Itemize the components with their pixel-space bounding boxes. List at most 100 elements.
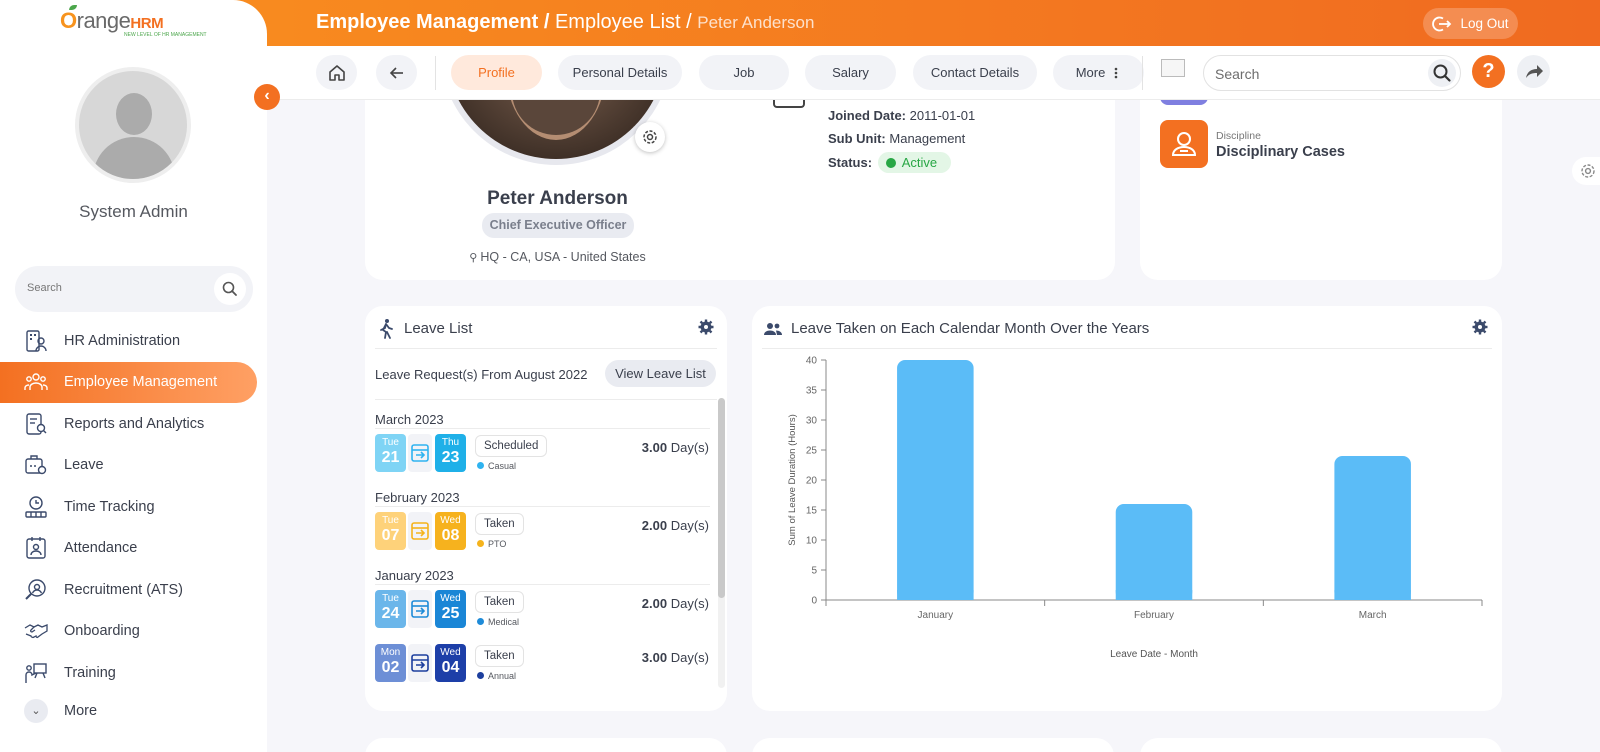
leave-type-label: Medical: [488, 617, 520, 627]
leave-duration-value: 2.00: [641, 596, 668, 611]
sidebar-item-time-tracking[interactable]: Time Tracking: [0, 486, 267, 528]
logo-leaf-icon: [69, 5, 77, 10]
sidebar-search[interactable]: Search: [15, 266, 253, 312]
onboarding-icon: [24, 624, 48, 639]
to-date: 23: [441, 449, 460, 466]
sidebar-item-recruitment[interactable]: Recruitment (ATS): [0, 569, 267, 611]
leave-chart-card: Leave Taken on Each Calendar Month Over …: [752, 306, 1502, 711]
question-icon: ?: [1482, 60, 1495, 82]
sidebar-item-reports-and-analytics[interactable]: Reports and Analytics: [0, 403, 267, 445]
view-leave-list-button[interactable]: View Leave List: [605, 360, 716, 387]
share-icon: [1526, 65, 1543, 78]
discipline-link[interactable]: Disciplinary Cases: [1216, 144, 1345, 160]
leave-request-range: Leave Request(s) From August 2022: [375, 367, 588, 382]
chart-settings-icon[interactable]: [1472, 319, 1488, 335]
sidebar-search-button[interactable]: [214, 273, 246, 305]
date-range-icon: [408, 590, 432, 628]
leave-list-settings-icon[interactable]: [698, 319, 714, 335]
leave-duration-unit: Day(s): [670, 650, 709, 665]
location-text: HQ - CA, USA - United States: [480, 250, 646, 264]
to-day: Wed: [440, 593, 461, 604]
sidebar-item-employee-management[interactable]: Employee Management: [0, 361, 257, 403]
sidebar-collapse-button[interactable]: ‹: [254, 84, 280, 110]
tab-more[interactable]: More: [1053, 55, 1144, 90]
training-icon: [25, 663, 47, 683]
leave-month-header: February 2023: [375, 490, 460, 505]
sidebar-item-onboarding[interactable]: Onboarding: [0, 611, 267, 653]
y-tick-label: 10: [806, 536, 818, 547]
sidebar-nav: HR Administration Employee Management Re…: [0, 320, 267, 694]
breadcrumb-employee-list[interactable]: Employee List: [554, 11, 681, 33]
back-button[interactable]: [376, 55, 417, 90]
leave-type-label: PTO: [488, 539, 507, 549]
employee-job-title: Chief Executive Officer: [482, 213, 634, 238]
quick-links-card: Discipline Disciplinary Cases: [1140, 70, 1502, 280]
leave-status-badge: Taken: [475, 645, 524, 667]
tab-contact-details[interactable]: Contact Details: [913, 55, 1037, 90]
leave-to-date: Thu 23: [435, 434, 466, 472]
customize-button[interactable]: [1572, 157, 1600, 185]
sidebar-item-hr-administration[interactable]: HR Administration: [0, 320, 267, 362]
time-icon: [25, 496, 47, 518]
top-bar: Employee Management / Employee List / Pe…: [230, 0, 1600, 46]
leave-type-label: Annual: [488, 671, 517, 681]
sidebar-item-label: Employee Management: [64, 374, 218, 391]
sidebar-item-label: Onboarding: [64, 623, 140, 640]
divider: [375, 428, 710, 429]
gear-icon: [643, 130, 657, 144]
logout-button[interactable]: Log Out: [1423, 8, 1518, 39]
photo-settings-button[interactable]: [635, 122, 665, 152]
divider: [375, 399, 717, 400]
user-name: System Admin: [79, 202, 188, 221]
leave-type: PTO: [477, 539, 506, 549]
x-tick-label: February: [1134, 610, 1174, 621]
tab-job[interactable]: Job: [699, 55, 789, 90]
top-search[interactable]: Search: [1203, 55, 1461, 91]
logo-text: range: [76, 8, 131, 33]
orangehrm-logo[interactable]: OrangeHRM NEW LEVEL OF HR MANAGEMENT: [60, 5, 210, 40]
walking-icon: [380, 319, 393, 339]
help-button[interactable]: ?: [1472, 55, 1505, 88]
sidebar-more[interactable]: ⌄ More: [24, 699, 97, 723]
home-button[interactable]: [316, 55, 357, 90]
leave-duration: 3.00 Day(s): [642, 440, 709, 455]
joined-date: Joined Date: 2011-01-01: [828, 108, 975, 123]
breadcrumb-current: Peter Anderson: [697, 13, 815, 32]
avatar[interactable]: [75, 67, 191, 183]
sidebar-item-training[interactable]: Training: [0, 652, 267, 694]
users-icon: [764, 323, 782, 335]
tab-profile[interactable]: Profile: [451, 55, 542, 90]
sub-unit: Sub Unit: Management: [828, 131, 965, 146]
sidebar-item-attendance[interactable]: Attendance: [0, 528, 267, 570]
bottom-card: [752, 738, 1114, 752]
chart-bar-base: [1334, 590, 1411, 600]
y-tick-label: 35: [806, 386, 818, 397]
tab-salary[interactable]: Salary: [805, 55, 896, 90]
leave-icon: [25, 455, 47, 475]
joined-date-value: 2011-01-01: [909, 108, 976, 123]
from-date: 21: [381, 449, 400, 466]
share-button[interactable]: [1517, 55, 1550, 88]
attendance-icon: [26, 537, 46, 559]
to-day: Wed: [440, 515, 461, 526]
top-search-input[interactable]: Search: [1215, 66, 1260, 82]
joined-date-label: Joined Date:: [828, 108, 907, 123]
breadcrumb-module[interactable]: Employee Management: [316, 11, 539, 33]
tab-personal-details[interactable]: Personal Details: [558, 55, 682, 90]
sidebar-item-leave[interactable]: Leave: [0, 445, 267, 487]
gear-icon: [1581, 164, 1595, 178]
sidebar-search-input[interactable]: Search: [27, 282, 62, 294]
from-date: 07: [381, 527, 400, 544]
divider: [375, 506, 710, 507]
chart-bar: [1115, 504, 1193, 600]
leave-list-scroll-thumb[interactable]: [718, 398, 725, 598]
leave-duration-unit: Day(s): [670, 440, 709, 455]
top-search-button[interactable]: [1428, 59, 1456, 87]
leave-list-card: Leave List Leave Request(s) From August …: [365, 306, 727, 711]
breadcrumb-sep: /: [680, 11, 698, 33]
y-axis-label: Sum of Leave Duration (Hours): [787, 414, 798, 545]
sidebar-item-label: Leave: [64, 457, 104, 474]
bottom-card: [365, 738, 727, 752]
discipline-icon[interactable]: [1160, 120, 1208, 168]
from-day: Tue: [382, 515, 399, 526]
